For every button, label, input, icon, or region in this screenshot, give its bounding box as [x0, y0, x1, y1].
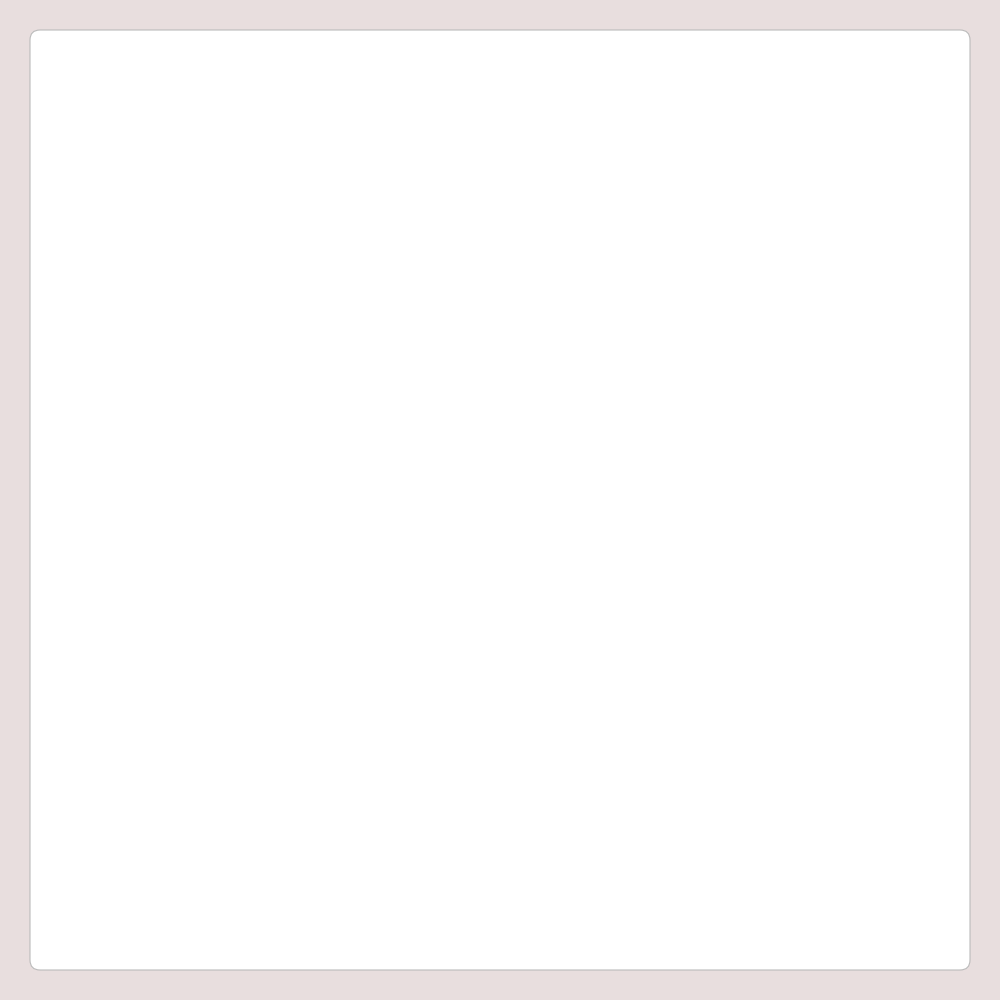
- Polygon shape: [397, 311, 667, 540]
- Text: B) Find F x D · E: B) Find F x D · E: [70, 149, 311, 178]
- Text: O: O: [364, 500, 379, 518]
- Text: A) Write the vector form of D, E, and F.: A) Write the vector form of D, E, and F.: [70, 81, 660, 110]
- Text: z: z: [391, 278, 402, 297]
- Text: 12 in: 12 in: [734, 596, 786, 616]
- Polygon shape: [271, 311, 397, 851]
- Polygon shape: [271, 540, 761, 851]
- Text: E: E: [685, 296, 699, 316]
- Text: 7 in: 7 in: [512, 242, 551, 262]
- Text: F: F: [513, 846, 527, 866]
- Text: 15 in: 15 in: [730, 416, 782, 436]
- Text: 10 in: 10 in: [379, 899, 432, 919]
- Text: D: D: [680, 505, 697, 525]
- Text: x: x: [243, 837, 254, 856]
